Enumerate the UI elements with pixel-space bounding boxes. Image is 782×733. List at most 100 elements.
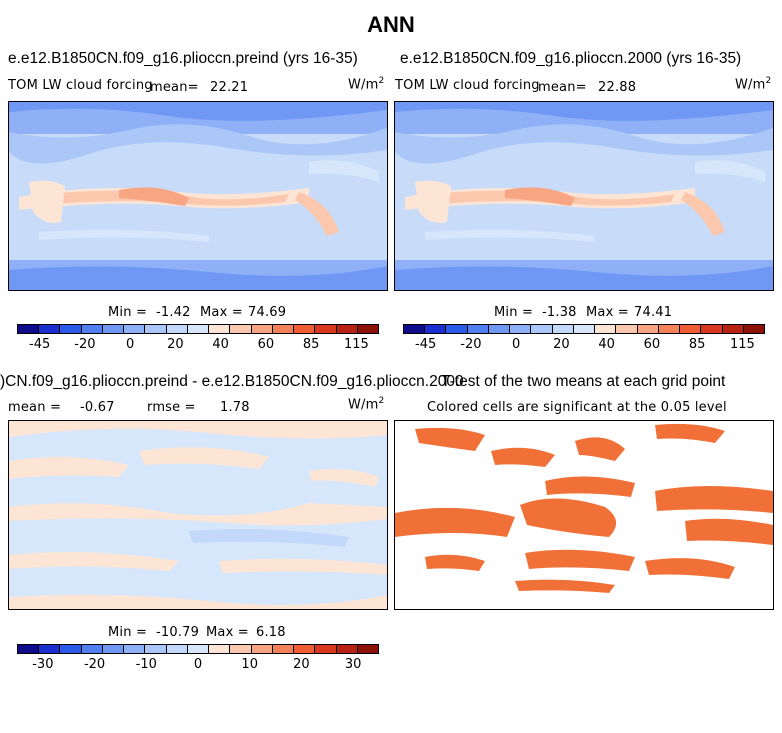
colorbar-bottom-left-swatch	[102, 645, 125, 653]
colorbar-bottom-left-tick-label: 20	[293, 657, 310, 672]
colorbar-top-right-swatch	[743, 325, 764, 333]
figure-title: ANN	[367, 12, 415, 37]
colorbar-bottom-left-tick-label: -20	[83, 657, 106, 672]
colorbar-bottom-left-tick-label: 30	[344, 657, 362, 672]
colorbar-bottom-left-swatch	[272, 645, 295, 653]
colorbar-top-left-tick-label: 85	[302, 337, 320, 352]
map-top-left-field	[9, 102, 387, 290]
colorbar-top-left-tick-label: 40	[212, 337, 229, 352]
colorbar-top-right-swatch	[637, 325, 659, 333]
map-bottom-left	[8, 420, 388, 610]
colorbar-top-left-swatch	[272, 325, 295, 333]
map-bottom-right-field	[395, 423, 773, 593]
colorbar-bottom-left-swatch	[60, 645, 82, 653]
colorbar-top-right-swatch	[510, 325, 532, 333]
colorbar-top-left-swatch	[39, 325, 61, 333]
map-top-left	[8, 101, 388, 291]
colorbar-top-right-tick-label: -45	[415, 337, 437, 352]
map-bottom-left-field	[9, 421, 387, 609]
mean-value-top-left: 22.21	[210, 80, 249, 95]
colorbar-top-left-swatch	[230, 325, 252, 333]
colorbar-top-left-tick-label: -20	[74, 337, 96, 352]
colorbar-top-left-swatch	[18, 325, 40, 333]
colorbar-top-right-swatch	[467, 325, 489, 333]
colorbar-top-right-swatch	[446, 325, 468, 333]
colorbar-bottom-left-swatch	[124, 645, 146, 653]
colorbar-top-left-swatch	[60, 325, 82, 333]
rmse-value-bottom-left: 1.78	[220, 400, 250, 415]
colorbar-top-right-swatch	[658, 325, 681, 333]
colorbar-top-left-swatch	[166, 325, 188, 333]
colorbar-top-right-swatch	[616, 325, 638, 333]
colorbar-top-left-swatch	[145, 325, 167, 333]
map-top-right	[394, 101, 774, 291]
colorbar-bottom-left-swatch	[230, 645, 252, 653]
panel-subtitle-bottom-right: Colored cells are significant at the 0.0…	[427, 400, 727, 415]
colorbar-top-right-tick-label: -20	[460, 337, 482, 352]
map-bottom-right	[394, 420, 774, 610]
colorbar-top-left-tick-label: 60	[257, 337, 275, 352]
colorbar-top-left-swatch	[294, 325, 316, 333]
min-value-top-left: -1.42	[156, 305, 191, 320]
colorbar-top-right-swatch	[425, 325, 447, 333]
max-value-top-right: 74.41	[634, 305, 673, 320]
colorbar-top-right-tick-label: 85	[688, 337, 706, 352]
colorbar-top-right-swatch	[573, 325, 596, 333]
colorbar-top-right-swatch	[701, 325, 723, 333]
colorbar-top-right-swatch	[488, 325, 511, 333]
colorbar-bottom-left-tick-label: 10	[241, 657, 258, 672]
min-value-top-right: -1.38	[542, 305, 577, 320]
colorbar-top-right-tick-label: 20	[553, 337, 570, 352]
panel-title-top-right: e.e12.B1850CN.f09_g16.plioccn.2000 (yrs …	[400, 50, 742, 67]
colorbar-ticks-bottom-left: -30 -20 -10 0 10 20 30	[17, 657, 379, 673]
colorbar-top-left-tick-label: 0	[125, 337, 135, 352]
colorbar-top-left-swatch	[251, 325, 273, 333]
colorbar-top-right-swatch	[595, 325, 617, 333]
mean-value-top-right: 22.88	[598, 80, 637, 95]
units-bottom-left: W/m2	[348, 396, 385, 413]
colorbar-top-right-tick-label: 0	[511, 337, 521, 352]
min-value-bottom-left: -10.79	[156, 625, 200, 640]
colorbar-top-left-swatch	[357, 325, 378, 333]
max-label-top-left: Max =	[200, 305, 243, 320]
panel-title-top-left: e.e12.B1850CN.f09_g16.plioccn.preind (yr…	[8, 50, 358, 67]
colorbar-bottom-left-swatch	[294, 645, 316, 653]
colorbar-top-right-tick-label: 60	[643, 337, 661, 352]
colorbar-bottom-left-tick-label: -30	[32, 657, 54, 672]
min-label-bottom-left: Min =	[108, 625, 148, 640]
colorbar-bottom-left-swatch	[315, 645, 337, 653]
colorbar-top-left-swatch	[336, 325, 358, 333]
colorbar-bottom-left-swatch	[187, 645, 210, 653]
map-top-right-field	[395, 102, 773, 290]
colorbar-bottom-left-swatch	[39, 645, 61, 653]
mean-value-bottom-left: -0.67	[80, 400, 115, 415]
colorbar-bottom-left-tick-label: 0	[193, 657, 203, 672]
colorbar-ticks-top-left: -45 -20 0 20 40 60 85 115	[17, 337, 379, 353]
colorbar-top-right-tick-label: 115	[729, 337, 755, 352]
colorbar-top-left-tick-label: -45	[29, 337, 51, 352]
panel-title-bottom-left: )CN.f09_g16.plioccn.preind - e.e12.B1850…	[0, 373, 464, 390]
colorbar-bottom-left-swatch	[357, 645, 378, 653]
colorbar-top-left-swatch	[187, 325, 210, 333]
colorbar-top-right-swatch	[680, 325, 702, 333]
mean-label-bottom-left: mean =	[8, 400, 62, 415]
colorbar-ticks-top-right: -45 -20 0 20 40 60 85 115	[403, 337, 765, 353]
significance-cells	[395, 423, 773, 593]
colorbar-top-left-swatch	[81, 325, 103, 333]
max-value-bottom-left: 6.18	[256, 625, 286, 640]
variable-label-top-right: TOM LW cloud forcing	[395, 78, 540, 93]
colorbar-top-left-tick-label: 115	[343, 337, 369, 352]
colorbar-top-left-swatch	[209, 325, 231, 333]
units-top-right: W/m2	[735, 76, 772, 93]
colorbar-bottom-left-swatch	[145, 645, 167, 653]
colorbar-bottom-left-swatch	[166, 645, 188, 653]
colorbar-bottom-left	[17, 644, 379, 654]
min-label-top-left: Min =	[108, 305, 148, 320]
colorbar-top-right-swatch	[552, 325, 574, 333]
colorbar-top-left-tick-label: 20	[167, 337, 184, 352]
colorbar-top-left-swatch	[315, 325, 337, 333]
mean-label-top-right: mean=	[538, 80, 587, 95]
colorbar-bottom-left-swatch	[81, 645, 103, 653]
variable-label-top-left: TOM LW cloud forcing	[8, 78, 153, 93]
panel-title-bottom-right: T-test of the two means at each grid poi…	[441, 373, 726, 390]
